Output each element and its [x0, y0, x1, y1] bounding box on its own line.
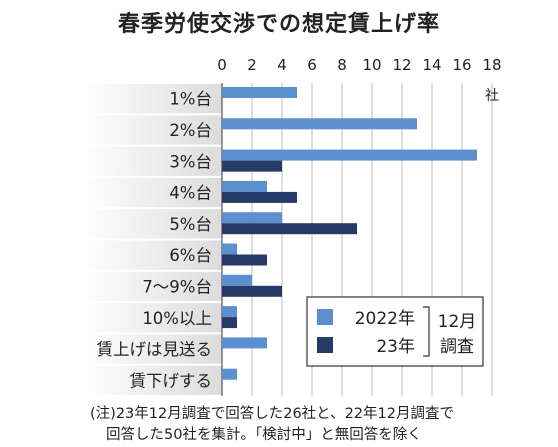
bar-2023 [222, 191, 297, 203]
category-label: 3%台 [169, 152, 212, 171]
category-label: 10%以上 [142, 309, 212, 328]
category-label: 6%台 [169, 246, 212, 265]
category-label: 1%台 [169, 90, 212, 109]
bar-2022 [222, 118, 417, 130]
category-band [82, 271, 222, 302]
bar-2022 [222, 180, 267, 192]
x-tick-label: 0 [217, 56, 227, 74]
bar-2022 [222, 87, 297, 98]
footnote-line-1: (注)23年12月調査で回答した26社と、22年12月調査で [90, 406, 454, 422]
bar-2022 [222, 368, 237, 380]
category-band [82, 303, 222, 333]
category-band [82, 115, 222, 145]
x-tick-label: 12 [392, 56, 411, 74]
category-label: 5%台 [169, 215, 212, 234]
bar-2022 [222, 306, 237, 318]
footnote-line-2: 回答した50社を集計。「検討中」と無回答を除く [106, 427, 422, 443]
x-tick-label: 18 [482, 56, 501, 74]
legend-swatch [317, 337, 333, 353]
bar-2023 [222, 317, 237, 329]
category-band [82, 146, 222, 176]
bar-2022 [222, 274, 252, 286]
bar-2022 [222, 243, 237, 255]
x-tick-label: 14 [422, 56, 441, 74]
bar-2023 [222, 285, 282, 297]
x-tick-label: 10 [362, 56, 381, 74]
legend-group-label: 12月 [438, 312, 477, 332]
category-label: 賃下げする [130, 371, 213, 390]
legend-label: 23年 [376, 337, 415, 357]
legend-box [306, 296, 484, 367]
x-tick-label: 8 [337, 56, 347, 74]
bar-2022 [222, 149, 477, 161]
category-label: 賃上げは見送る [97, 340, 213, 359]
category-label: 2%台 [169, 121, 212, 140]
x-unit-label: 社 [485, 88, 499, 104]
category-band [82, 84, 222, 114]
x-tick-label: 4 [277, 56, 287, 74]
x-tick-label: 16 [452, 56, 471, 74]
legend-group-label: 調査 [440, 337, 474, 357]
bar-2022 [222, 212, 282, 224]
x-tick-label: 6 [307, 56, 317, 74]
x-tick-label: 2 [247, 56, 257, 74]
category-band [82, 365, 222, 395]
category-label: 7～9%台 [142, 277, 212, 296]
category-band [82, 209, 222, 239]
chart-title: 春季労使交渉での想定賃上げ率 [117, 12, 440, 37]
category-band [82, 334, 222, 364]
category-label: 4%台 [169, 184, 212, 203]
bar-2023 [222, 223, 357, 235]
bar-2023 [222, 160, 282, 172]
category-band [82, 240, 222, 270]
bar-2022 [222, 337, 267, 349]
category-band [82, 177, 222, 208]
legend-bracket [423, 306, 430, 357]
bar-2023 [222, 254, 267, 266]
legend-label: 2022年 [355, 309, 415, 329]
legend-swatch [317, 309, 333, 325]
